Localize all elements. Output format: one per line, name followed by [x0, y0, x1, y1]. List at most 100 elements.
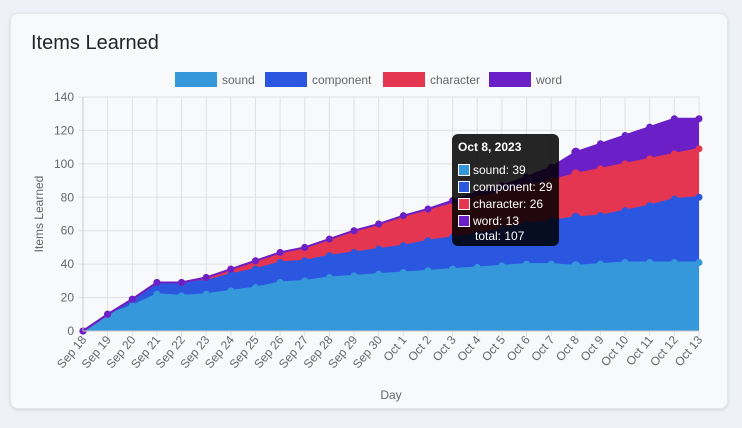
point-character: [596, 165, 604, 173]
point-component: [695, 193, 703, 201]
tooltip-text-sound: sound: 39: [473, 162, 526, 177]
point-word: [128, 295, 136, 303]
legend-label-component: component: [312, 73, 372, 87]
point-component: [670, 195, 678, 203]
x-tick-label: Oct 2: [405, 333, 434, 364]
tooltip-text-component: component: 29: [473, 179, 553, 194]
point-character: [670, 150, 678, 158]
y-tick-label: 100: [54, 157, 74, 171]
line-sound: [82, 261, 699, 332]
x-tick-label: Oct 13: [672, 333, 706, 369]
legend-label-sound: sound: [222, 73, 255, 87]
point-sound: [251, 284, 259, 292]
point-word: [251, 257, 259, 265]
point-component: [571, 212, 581, 222]
point-word: [621, 131, 629, 139]
point-word: [596, 140, 604, 148]
point-component: [424, 237, 432, 245]
y-tick-label: 0: [67, 324, 74, 338]
point-word: [571, 147, 581, 157]
point-word: [178, 279, 186, 287]
point-sound: [523, 260, 531, 268]
point-sound: [670, 258, 678, 266]
point-sound: [202, 290, 210, 298]
point-word: [153, 279, 161, 287]
legend-label-word: word: [535, 73, 562, 87]
point-component: [646, 202, 654, 210]
point-word: [646, 123, 654, 131]
point-sound: [473, 263, 481, 271]
point-sound: [547, 260, 555, 268]
point-character: [621, 160, 629, 168]
point-component: [621, 207, 629, 215]
point-word: [350, 227, 358, 235]
tooltip-row-word: word: 13: [458, 212, 553, 229]
point-word: [276, 248, 284, 256]
x-axis-title: Day: [380, 388, 401, 402]
point-word: [202, 274, 210, 282]
y-axis-title: Items Learned: [32, 176, 46, 253]
point-sound: [178, 292, 186, 300]
point-character: [695, 145, 703, 153]
series-lines: [82, 117, 700, 332]
y-tick-label: 140: [54, 90, 74, 104]
y-tick-label: 20: [61, 291, 75, 305]
legend: sound component character word: [175, 72, 562, 87]
point-sound: [596, 260, 604, 268]
card-title: Items Learned: [31, 32, 159, 54]
point-character: [571, 169, 581, 179]
tooltip-title: Oct 8, 2023: [458, 140, 522, 154]
point-sound: [325, 274, 333, 282]
point-sound: [399, 269, 407, 276]
legend-swatch-component: [265, 72, 307, 87]
point-sound: [227, 287, 235, 295]
point-word: [227, 265, 235, 273]
tooltip-text-word: word: 13: [473, 213, 520, 228]
point-sound: [695, 258, 703, 266]
tooltip-swatch-component: [458, 180, 470, 193]
point-component: [276, 258, 284, 266]
x-tick-label: Oct 1: [380, 333, 409, 364]
point-word: [695, 115, 703, 123]
y-tick-label: 40: [61, 257, 75, 271]
tooltip-swatch-character: [458, 197, 470, 210]
legend-label-character: character: [430, 73, 480, 87]
point-component: [325, 252, 333, 260]
point-sound: [301, 277, 309, 285]
x-tick-label: Oct 4: [454, 333, 483, 364]
point-sound: [571, 261, 581, 271]
chart-tooltip: Oct 8, 2023 sound: 39 component: 29 char…: [452, 134, 559, 246]
point-sound: [449, 265, 457, 273]
point-sound: [153, 290, 161, 298]
tooltip-text-character: character: 26: [473, 196, 544, 211]
x-tick-label: Oct 6: [504, 333, 533, 364]
tooltip-footer: total: 107: [475, 229, 525, 243]
x-tick-label: Oct 5: [479, 333, 508, 364]
legend-swatch-character: [383, 72, 425, 87]
point-word: [301, 243, 309, 251]
line-word: [82, 117, 699, 332]
tooltip-swatch-word: [458, 214, 470, 227]
x-tick-label: Oct 3: [430, 333, 459, 364]
y-tick-label: 120: [54, 123, 74, 137]
legend-swatch-word: [489, 72, 531, 87]
point-sound: [621, 258, 629, 266]
x-tick-label: Oct 7: [528, 333, 557, 364]
tooltip-swatch-sound: [458, 163, 470, 176]
point-word: [375, 220, 383, 228]
y-tick-label: 60: [61, 224, 75, 238]
point-word: [325, 235, 333, 243]
tooltip-row-character: character: 26: [458, 195, 553, 212]
point-component: [596, 212, 604, 220]
point-sound: [128, 302, 136, 310]
x-tick-label: Oct 10: [598, 333, 632, 369]
point-sound: [498, 262, 506, 270]
legend-swatch-sound: [175, 72, 217, 87]
point-word: [399, 212, 407, 220]
point-component: [375, 245, 383, 253]
point-sound: [646, 258, 654, 266]
point-sound: [276, 279, 284, 287]
tooltip-row-sound: sound: 39: [458, 161, 553, 178]
tooltip-row-component: component: 29: [458, 178, 553, 195]
